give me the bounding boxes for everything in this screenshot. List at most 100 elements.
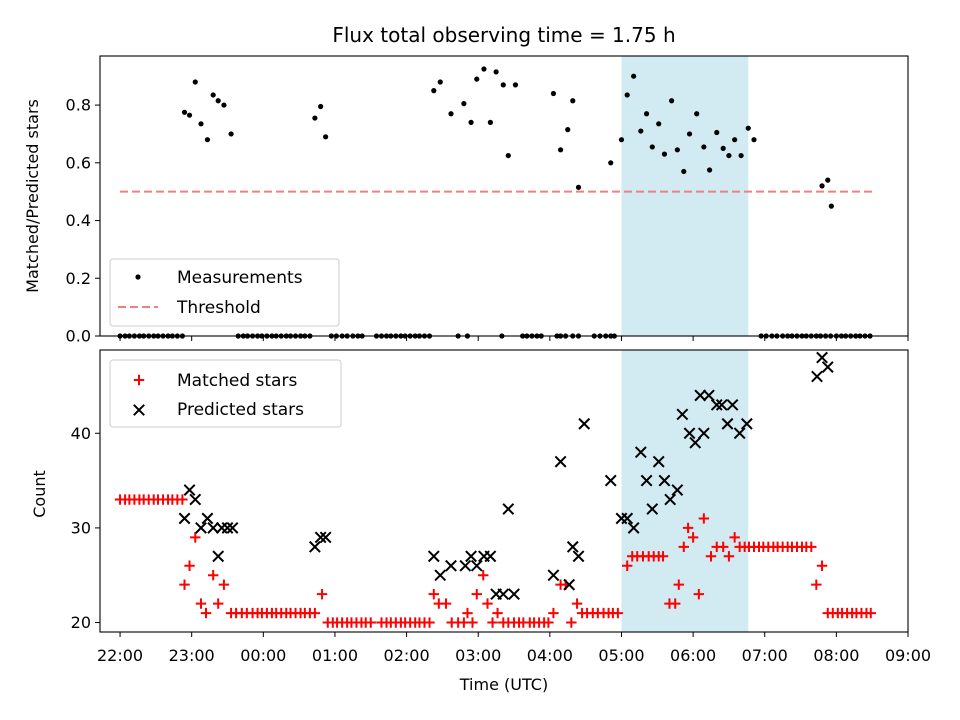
measurements-point xyxy=(656,121,662,127)
matched-stars-point xyxy=(622,560,633,571)
measurements-point xyxy=(649,144,655,150)
measurements-point xyxy=(312,115,318,121)
measurements-point xyxy=(624,92,630,98)
measurements-point xyxy=(468,119,474,125)
measurements-point xyxy=(720,145,726,151)
predicted-stars-point xyxy=(226,521,239,534)
matched-stars-point xyxy=(682,522,694,534)
predicted-stars-point xyxy=(683,427,696,440)
measurements-point xyxy=(461,101,467,107)
matched-stars-point xyxy=(717,541,729,553)
x-tick-label: 08:00 xyxy=(813,646,859,665)
predicted-stars-point xyxy=(207,521,220,534)
measurements-point xyxy=(686,131,693,137)
matched-stars-point xyxy=(806,541,817,553)
threshold-legend-label: Threshold xyxy=(176,298,261,318)
measurements-point xyxy=(694,111,700,117)
predicted-stars-point xyxy=(702,389,715,402)
count-highlight-span xyxy=(621,350,749,632)
chart-title: Flux total observing time = 1.75 h xyxy=(332,23,675,47)
x-tick-label: 23:00 xyxy=(169,646,215,665)
measurements-point xyxy=(210,92,216,98)
matched-stars-point xyxy=(657,551,669,562)
count-y-tick-label: 20 xyxy=(71,613,91,632)
predicted-stars-point xyxy=(470,559,483,572)
measurements-point xyxy=(674,147,680,153)
ratio-y-tick-label: 0.4 xyxy=(66,211,91,230)
predicted-stars-point xyxy=(697,427,710,440)
matched-stars-point xyxy=(687,532,699,543)
predicted-stars-point xyxy=(308,540,321,553)
predicted-stars-point xyxy=(212,550,225,563)
predicted-stars-point xyxy=(621,512,634,525)
matched-stars-point xyxy=(207,570,219,581)
predicted-stars-point xyxy=(434,569,447,582)
matched-stars-point xyxy=(612,607,624,619)
x-axis-label: Time (UTC) xyxy=(459,675,548,694)
x-tick-label: 22:00 xyxy=(97,646,143,665)
predicted-legend-x xyxy=(133,404,145,416)
measurements-point xyxy=(608,160,614,166)
x-tick-label: 00:00 xyxy=(240,646,286,665)
predicted-stars-point xyxy=(627,521,640,534)
ratio-highlight-span xyxy=(621,56,749,336)
predicted-legend-label: Predicted stars xyxy=(177,400,304,420)
predicted-stars-point xyxy=(689,436,702,449)
measurements-point xyxy=(745,125,751,131)
count-y-tick-label: 30 xyxy=(71,518,91,537)
predicted-stars-point xyxy=(676,408,689,421)
predicted-stars-point xyxy=(740,417,753,430)
matched-stars-point xyxy=(698,513,710,524)
predicted-stars-point xyxy=(547,569,560,582)
measurements-point xyxy=(500,82,506,88)
measurements-point xyxy=(732,137,738,143)
count-axes-frame xyxy=(99,349,909,633)
matched-stars-point xyxy=(179,579,190,590)
x-tick-label: 01:00 xyxy=(312,646,358,665)
measurements-point xyxy=(493,69,499,75)
measurements-point xyxy=(819,183,825,189)
matched-stars-point xyxy=(428,588,440,600)
matched-stars-point xyxy=(543,617,554,628)
x-tick-label: 05:00 xyxy=(598,646,644,665)
measurements-point xyxy=(437,79,443,85)
ratio-legend-box xyxy=(109,258,340,327)
predicted-stars-point xyxy=(497,588,510,601)
predicted-stars-point xyxy=(646,503,659,515)
x-tick-label: 04:00 xyxy=(527,646,573,665)
predicted-stars-point xyxy=(554,455,567,468)
matched-stars-point xyxy=(316,588,328,600)
matched-stars-point xyxy=(482,598,493,609)
predicted-stars-point xyxy=(183,484,196,496)
predicted-stars-point xyxy=(658,474,671,487)
measurements-point xyxy=(661,151,668,157)
measurements-point xyxy=(318,103,324,110)
measurements-point xyxy=(643,111,650,117)
measurements-point xyxy=(638,128,644,134)
ratio-y-tick-label: 0.6 xyxy=(66,153,91,172)
matched-stars-point xyxy=(693,588,705,600)
predicted-stars-point xyxy=(721,417,734,430)
matched-legend-marker xyxy=(133,374,145,386)
ratio-axes-frame xyxy=(99,55,909,337)
predicted-stars-point xyxy=(201,512,214,525)
ratio-y-axis-label: Matched/Predicted stars xyxy=(23,99,42,293)
matched-stars-point xyxy=(571,598,583,609)
measurements-point xyxy=(512,82,519,88)
matched-stars-point xyxy=(218,579,230,590)
x-tick-label: 02:00 xyxy=(384,646,430,665)
measurements-point xyxy=(828,203,834,209)
measurements-point xyxy=(204,137,211,143)
matched-stars-point xyxy=(705,551,717,562)
x-tick-label: 06:00 xyxy=(670,646,716,665)
matched-stars-point xyxy=(723,551,735,562)
predicted-stars-point xyxy=(178,512,191,525)
measurements-point xyxy=(487,119,493,125)
measurements-point xyxy=(192,79,198,85)
predicted-stars-point xyxy=(189,493,202,506)
matched-legend-plus xyxy=(133,374,145,386)
matched-stars-point xyxy=(566,617,577,628)
matched-stars-point xyxy=(190,532,201,543)
measurements-point xyxy=(323,134,329,140)
matched-stars-point xyxy=(467,617,478,628)
